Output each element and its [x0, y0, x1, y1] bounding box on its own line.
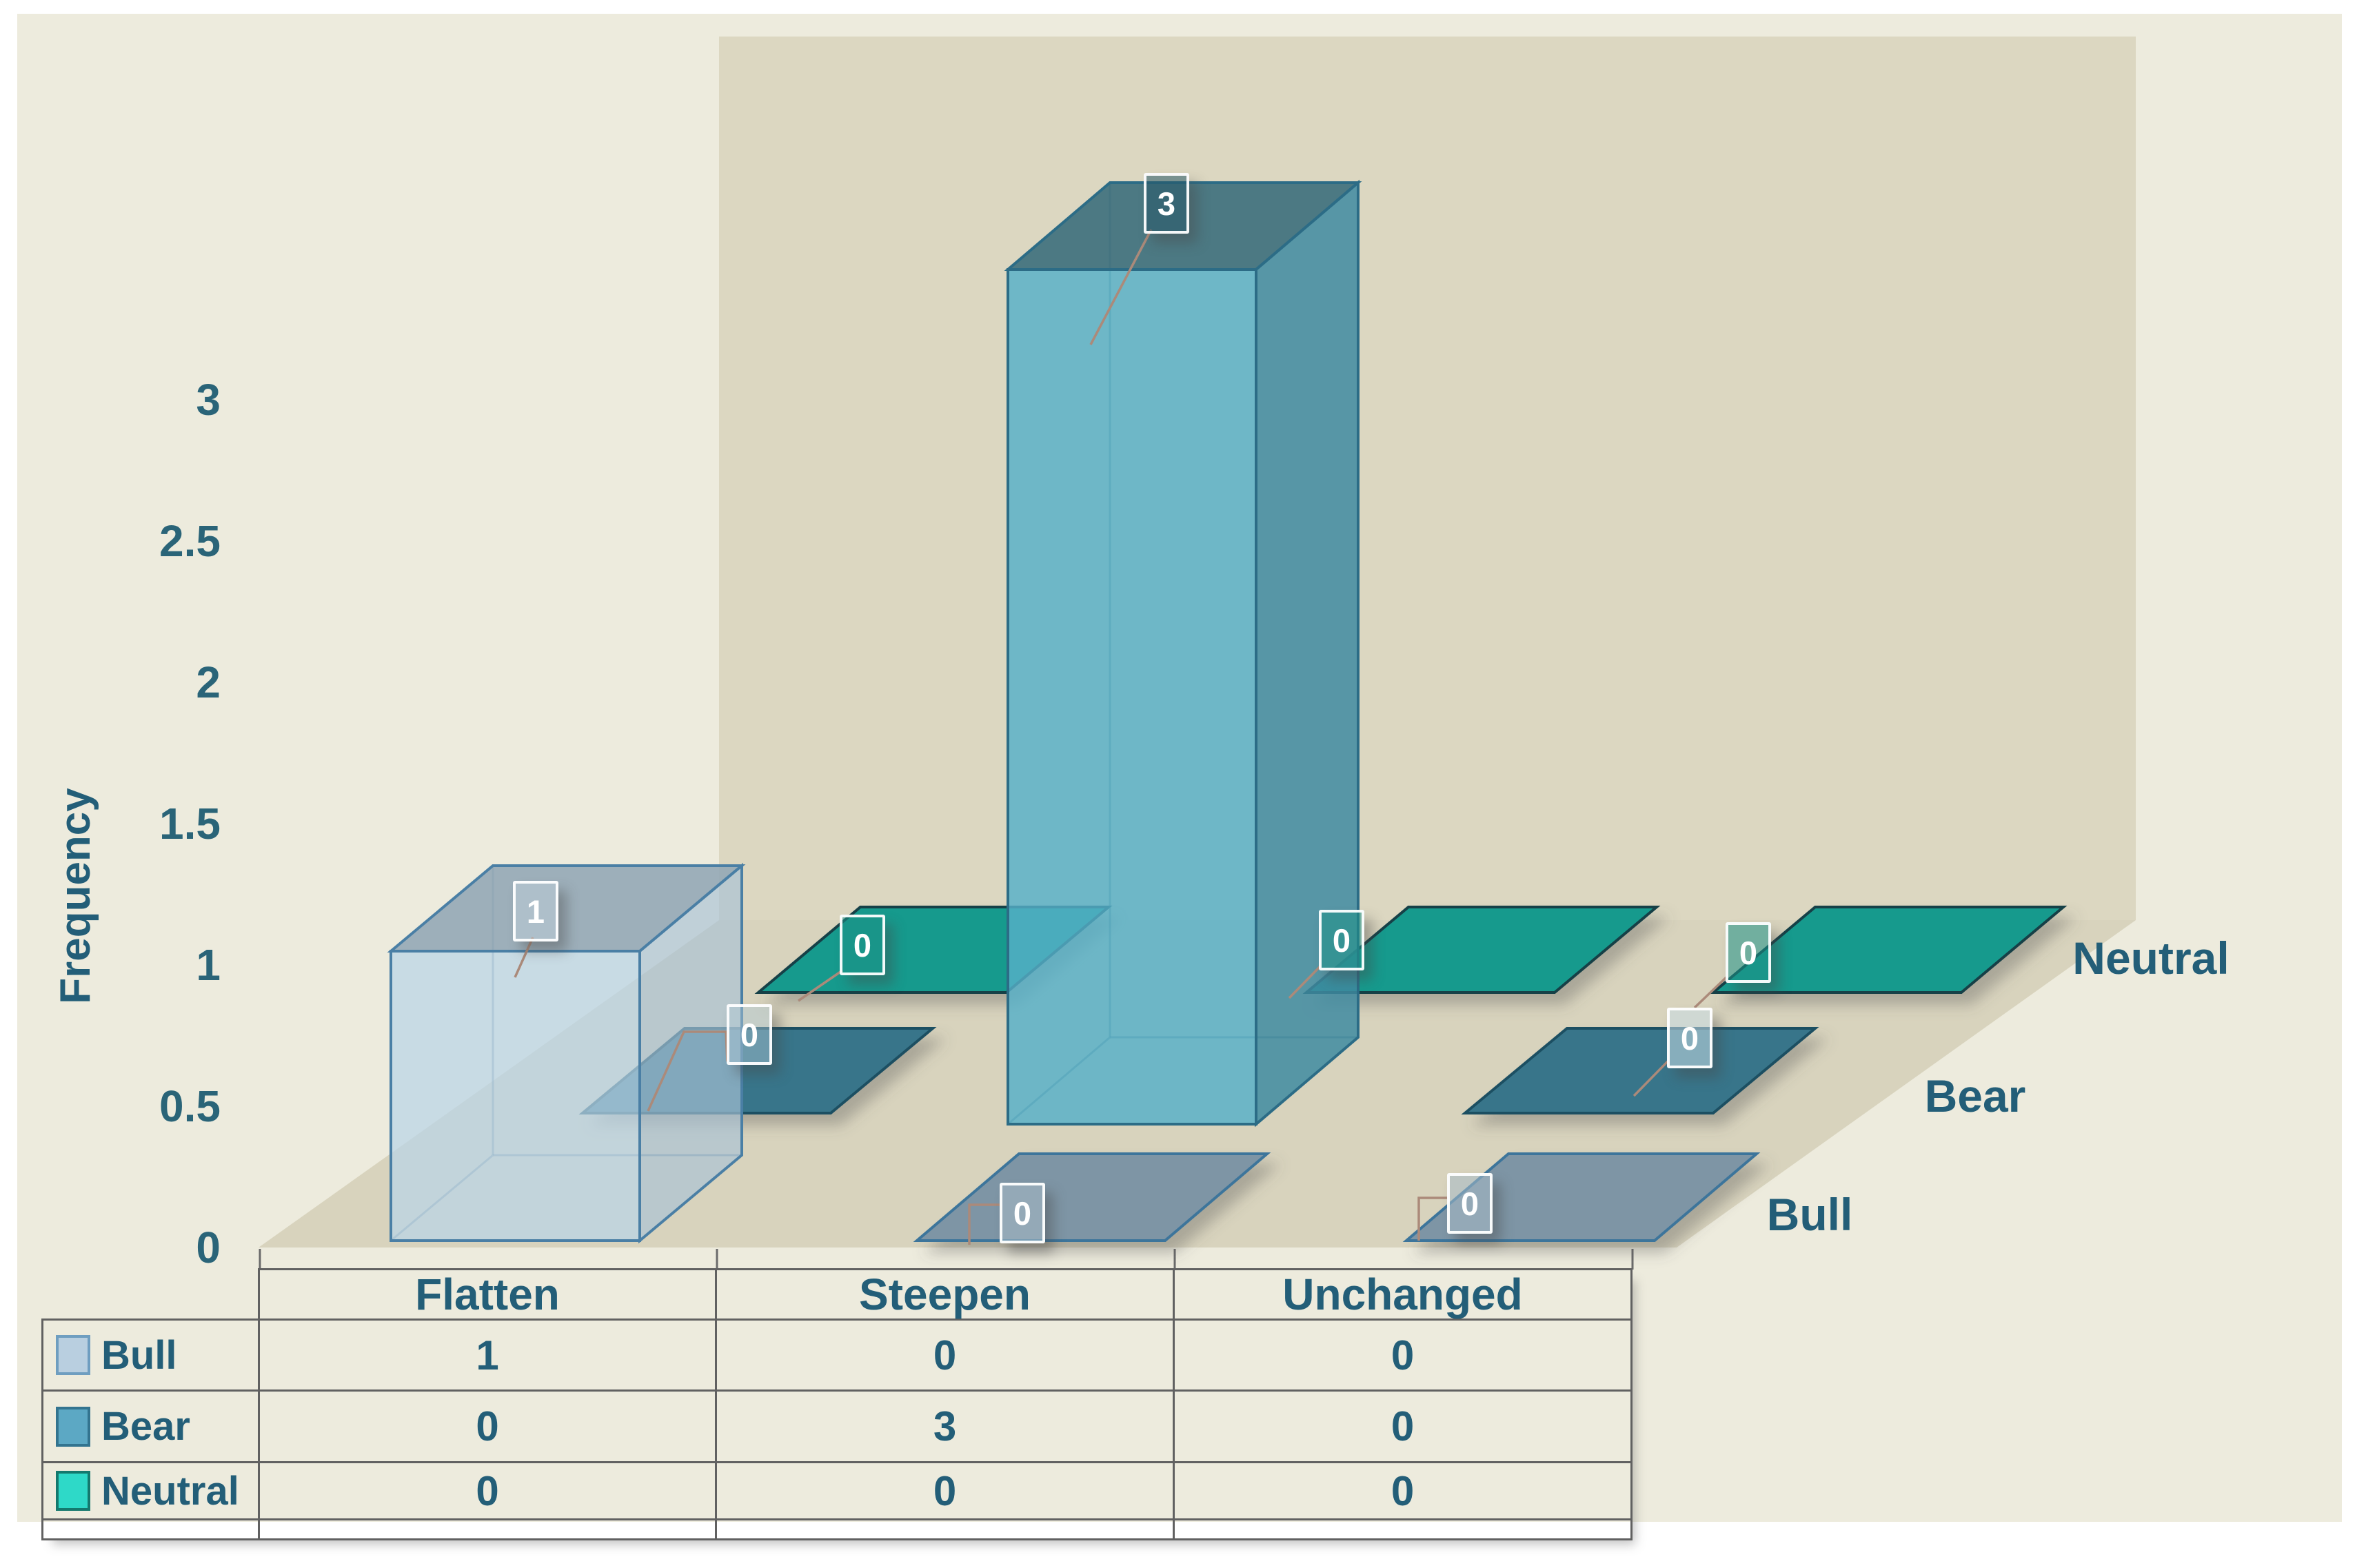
category-separator-lines [259, 1249, 1634, 1270]
leader-bull-steepen [968, 1203, 1000, 1245]
marker-neutral-unchanged [1709, 906, 2068, 994]
data-label-value: 3 [1157, 185, 1176, 222]
data-label-value: 0 [853, 926, 872, 964]
leader-lines [514, 229, 1728, 1245]
data-label-value: 1 [526, 893, 545, 930]
table-spacer-cell [1175, 1520, 1633, 1540]
table-cell-bull-flatten: 1 [260, 1321, 717, 1392]
table-cell-bear-unchanged: 0 [1175, 1392, 1633, 1463]
y-tick-0: 0 [196, 1223, 221, 1272]
data-label-bull-unchanged: 0 [1447, 1173, 1493, 1234]
data-label-value: 0 [740, 1016, 759, 1053]
data-label-bear-unchanged: 0 [1667, 1008, 1712, 1068]
data-label-bear-flatten: 0 [727, 1004, 772, 1065]
row-label-text: Bull [101, 1332, 177, 1378]
y-tick-3: 3 [196, 375, 221, 425]
row-label-text: Bear [101, 1404, 190, 1449]
table-spacer-cell [41, 1520, 260, 1540]
bar-side-face [1255, 179, 1360, 1128]
data-label-bull-steepen: 0 [1000, 1183, 1045, 1243]
leader-neutral-unchanged [1693, 976, 1728, 1009]
table-cell-bear-steepen: 3 [717, 1392, 1175, 1463]
y-tick-1-5: 1.5 [159, 799, 221, 848]
data-label-value: 0 [1332, 922, 1351, 959]
leader-bear-steepen [1089, 229, 1153, 345]
back-wall [719, 37, 2136, 920]
table-cell-bull-steepen: 0 [717, 1321, 1175, 1392]
data-label-neutral-flatten: 0 [840, 915, 885, 975]
bar-bear-steepen [1004, 179, 1362, 1128]
y-tick-0-5: 0.5 [159, 1081, 221, 1131]
table-row-label-bull: Bull [41, 1321, 260, 1392]
table-header-steepen: Steepen [717, 1268, 1175, 1321]
table-cell-neutral-steepen: 0 [717, 1463, 1175, 1520]
marker-bear-unchanged [1461, 1027, 1819, 1114]
series-label-neutral: Neutral [2072, 933, 2230, 984]
bar-bull-flatten [387, 862, 746, 1244]
data-label-value: 0 [1680, 1019, 1699, 1057]
leader-bull-flatten [514, 937, 534, 978]
table-row-label-neutral: Neutral [41, 1463, 260, 1520]
table-cell-neutral-flatten: 0 [260, 1463, 717, 1520]
data-label-bull-flatten: 1 [513, 881, 558, 941]
legend-swatch-bull [56, 1335, 90, 1375]
table-header-unchanged: Unchanged [1175, 1268, 1633, 1321]
cube-front-face [390, 950, 641, 1242]
table-cell-bull-unchanged: 0 [1175, 1321, 1633, 1392]
data-label-value: 0 [1739, 934, 1758, 971]
table-cell-bear-flatten: 0 [260, 1392, 717, 1463]
table-spacer-cell [260, 1520, 717, 1540]
table-corner-cell [41, 1268, 260, 1321]
row-label-text: Neutral [101, 1468, 239, 1514]
data-label-value: 0 [1013, 1194, 1032, 1232]
y-tick-2-5: 2.5 [159, 516, 221, 566]
y-tick-2: 2 [196, 658, 221, 707]
leader-neutral-flatten [798, 969, 843, 1002]
y-axis-title: Frequency [52, 788, 99, 1004]
data-label-neutral-steepen: 0 [1319, 910, 1364, 970]
data-label-neutral-unchanged: 0 [1726, 922, 1771, 983]
table-row-label-bear: Bear [41, 1392, 260, 1463]
legend-swatch-bear [56, 1406, 90, 1447]
leader-bear-unchanged [1633, 1060, 1669, 1097]
bar-front-face [1007, 268, 1257, 1126]
y-tick-1: 1 [196, 940, 221, 990]
marker-neutral-steepen [1302, 906, 1661, 994]
data-table: Flatten Steepen Unchanged Bull 1 0 0 Bea… [41, 1268, 1633, 1540]
legend-swatch-neutral [56, 1471, 90, 1511]
series-label-bull: Bull [1766, 1189, 1853, 1240]
leader-neutral-steepen [1288, 965, 1322, 999]
table-spacer-cell [717, 1520, 1175, 1540]
table-header-flatten: Flatten [260, 1268, 717, 1321]
table-cell-neutral-unchanged: 0 [1175, 1463, 1633, 1520]
series-label-bear: Bear [1924, 1070, 2026, 1121]
neutral-zero-markers [754, 906, 2068, 994]
data-label-bear-steepen: 3 [1144, 173, 1189, 234]
leader-bull-unchanged [1417, 1197, 1448, 1241]
data-label-value: 0 [1460, 1185, 1479, 1222]
